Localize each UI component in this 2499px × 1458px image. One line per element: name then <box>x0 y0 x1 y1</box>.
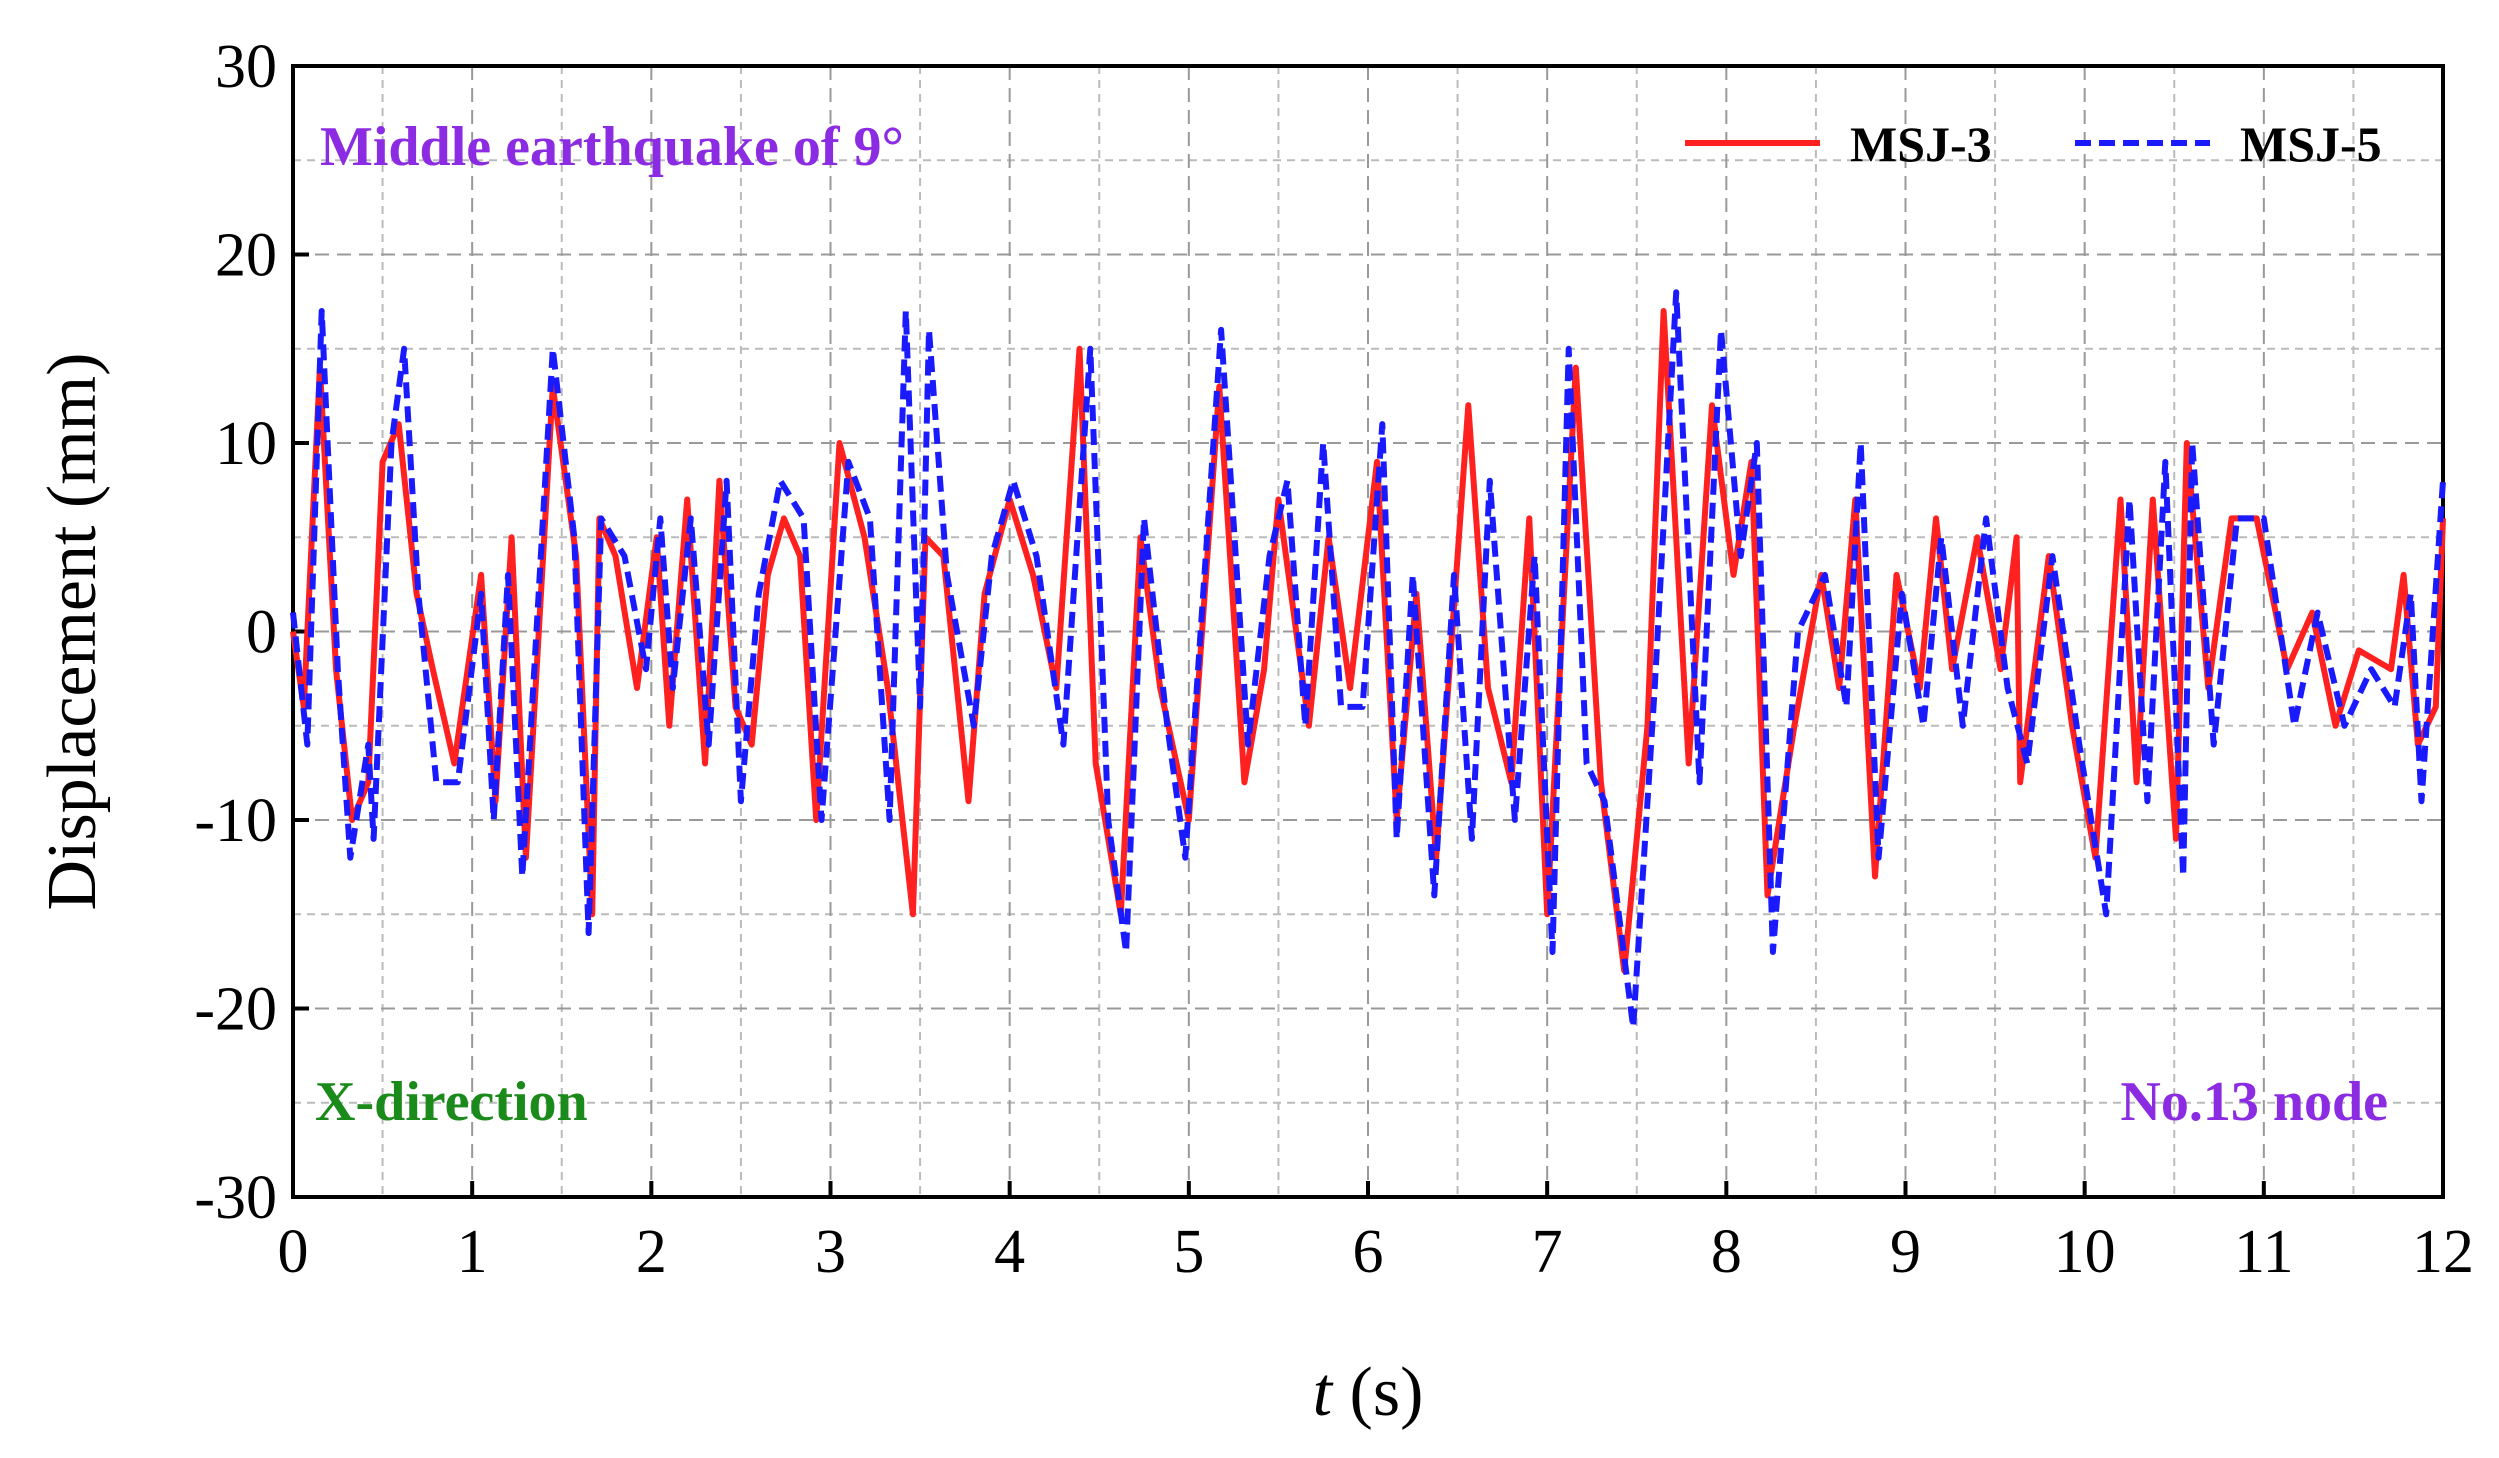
x-axis-label-var: t <box>1313 1354 1334 1431</box>
y-tick-label: 30 <box>215 33 277 101</box>
annotation: Middle earthquake of 9° <box>320 116 904 178</box>
y-tick-label: 20 <box>215 222 277 290</box>
x-tick-label: 4 <box>994 1218 1025 1286</box>
legend-label: MSJ-5 <box>2240 116 2382 172</box>
x-tick-label: 3 <box>815 1218 846 1286</box>
x-tick-label: 11 <box>2234 1218 2294 1286</box>
x-tick-label: 0 <box>278 1218 309 1286</box>
x-tick-label: 7 <box>1532 1218 1563 1286</box>
x-tick-label: 6 <box>1353 1218 1384 1286</box>
annotation: No.13 node <box>2120 1071 2388 1133</box>
annotation: X-direction <box>315 1071 588 1133</box>
x-axis-label: t (s) <box>1313 1354 1424 1431</box>
y-tick-label: 10 <box>215 410 277 478</box>
x-axis-label-rest: (s) <box>1332 1354 1423 1431</box>
x-tick-label: 10 <box>2054 1218 2116 1286</box>
x-tick-label: 8 <box>1711 1218 1742 1286</box>
x-tick-label: 2 <box>636 1218 667 1286</box>
y-tick-label: -30 <box>194 1164 277 1232</box>
y-tick-label: -20 <box>194 976 277 1044</box>
y-tick-label: 0 <box>246 599 277 667</box>
series-line <box>290 308 2446 974</box>
x-tick-label: 9 <box>1890 1218 1921 1286</box>
y-tick-label: -10 <box>194 787 277 855</box>
x-tick-label: 1 <box>457 1218 488 1286</box>
y-axis-label: Displacement (mm) <box>34 353 111 911</box>
series-line <box>290 289 2446 1031</box>
x-tick-label: 12 <box>2412 1218 2474 1286</box>
x-tick-label: 5 <box>1173 1218 1204 1286</box>
legend-label: MSJ-3 <box>1850 116 1992 172</box>
